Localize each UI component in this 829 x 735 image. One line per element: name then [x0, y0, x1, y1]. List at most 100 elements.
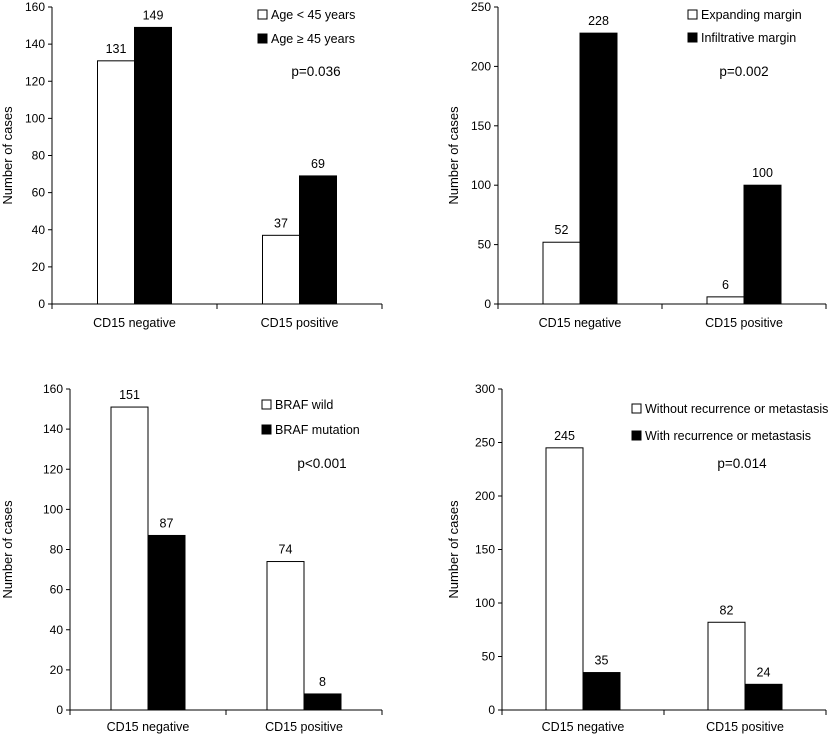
bar-white: [266, 561, 305, 711]
bar-black: [582, 672, 621, 711]
bar-value-label: 35: [595, 654, 609, 668]
p-value-annotation: p=0.014: [717, 456, 767, 471]
y-axis-title: Number of cases: [0, 106, 15, 205]
legend-label: BRAF mutation: [275, 423, 360, 437]
x-category-label: CD15 negative: [107, 720, 190, 734]
bar-black: [579, 32, 618, 305]
bar-value-label: 74: [279, 543, 293, 557]
bar-value-label: 245: [554, 429, 575, 443]
y-tick-label: 250: [475, 436, 495, 450]
y-tick-label: 20: [32, 260, 46, 274]
legend-swatch-white: [631, 403, 642, 414]
y-tick-label: 120: [43, 462, 63, 476]
legend-swatch-black: [631, 430, 642, 441]
bar-black: [303, 693, 342, 711]
bar-white: [545, 447, 584, 711]
bar-white: [262, 234, 300, 305]
y-tick-label: 40: [50, 623, 64, 637]
legend-label: Without recurrence or metastasis: [645, 402, 828, 416]
bar-black: [299, 175, 337, 305]
y-tick-label: 140: [43, 422, 63, 436]
y-tick-label: 200: [471, 59, 491, 73]
y-tick-label: 100: [43, 502, 63, 516]
x-category-label: CD15 negative: [542, 720, 625, 734]
legend-label: Infiltrative margin: [701, 31, 796, 45]
legend-swatch-white: [687, 9, 698, 20]
bar-black: [134, 26, 172, 305]
legend-label: With recurrence or metastasis: [645, 429, 811, 443]
legend-label: Expanding margin: [701, 8, 802, 22]
y-tick-label: 200: [475, 489, 495, 503]
y-axis-title: Number of cases: [0, 500, 15, 599]
bar-value-label: 52: [555, 223, 569, 237]
x-category-label: CD15 negative: [93, 316, 176, 330]
y-tick-label: 60: [50, 583, 64, 597]
chart-panel-4: 0 50 100 150 200 250 300 CD15 negative 245 35 CD15…: [446, 382, 828, 734]
bar-value-label: 149: [143, 8, 164, 22]
y-tick-label: 0: [488, 703, 495, 717]
bar-black: [743, 184, 782, 305]
y-tick-label: 40: [32, 223, 46, 237]
y-axis-title: Number of cases: [446, 106, 461, 205]
y-tick-label: 160: [43, 382, 63, 396]
p-value-annotation: p<0.001: [297, 456, 346, 471]
p-value-annotation: p=0.002: [719, 64, 768, 79]
p-value-annotation: p=0.036: [291, 64, 340, 79]
y-tick-label: 60: [32, 186, 46, 200]
y-tick-label: 50: [482, 650, 496, 664]
x-category-label: CD15 positive: [261, 316, 339, 330]
bar-value-label: 24: [757, 665, 771, 679]
bar-value-label: 151: [119, 388, 140, 402]
legend-swatch-white: [261, 399, 272, 410]
x-category-label: CD15 positive: [706, 720, 784, 734]
y-tick-label: 150: [471, 119, 491, 133]
bar-value-label: 131: [106, 42, 127, 56]
x-category-label: CD15 positive: [705, 316, 783, 330]
y-tick-label: 0: [484, 297, 491, 311]
bar-value-label: 100: [752, 166, 773, 180]
y-tick-label: 100: [471, 178, 491, 192]
legend-swatch-black: [257, 33, 268, 44]
bar-white: [542, 241, 581, 305]
y-tick-label: 140: [25, 37, 45, 51]
y-tick-label: 0: [56, 703, 63, 717]
y-tick-label: 0: [38, 297, 45, 311]
legend-label: Age < 45 years: [271, 8, 355, 22]
bar-value-label: 8: [319, 675, 326, 689]
bar-white: [707, 621, 746, 711]
legend-swatch-white: [257, 9, 268, 20]
bar-value-label: 69: [311, 157, 325, 171]
y-tick-label: 80: [32, 149, 46, 163]
x-category-label: CD15 negative: [539, 316, 622, 330]
legend-label: Age ≥ 45 years: [271, 32, 355, 46]
chart-panel-1: 0 20 40 60 80 100 120 140 160 CD15 negative 131 149…: [0, 0, 383, 330]
bar-value-label: 87: [160, 516, 174, 530]
y-tick-label: 160: [25, 0, 45, 14]
y-axis-title: Number of cases: [446, 500, 461, 599]
y-tick-label: 250: [471, 0, 491, 14]
chart-panel-3: 0 20 40 60 80 100 120 140 160 CD15 negative 151 87 C…: [0, 382, 383, 734]
x-category-label: CD15 positive: [265, 720, 343, 734]
bar-value-label: 37: [274, 216, 288, 230]
bar-white: [97, 60, 135, 305]
bar-white: [110, 406, 149, 711]
y-tick-label: 20: [50, 663, 64, 677]
chart-panel-2: 0 50 100 150 200 250 CD15 negative 52 228 CD15 po…: [446, 0, 827, 330]
bar-black: [744, 683, 783, 711]
y-tick-label: 80: [50, 543, 64, 557]
legend-swatch-black: [261, 424, 272, 435]
y-tick-label: 100: [25, 111, 45, 125]
legend-label: BRAF wild: [275, 398, 333, 412]
y-tick-label: 100: [475, 596, 495, 610]
bar-black: [147, 534, 186, 711]
y-tick-label: 50: [478, 238, 492, 252]
y-tick-label: 120: [25, 74, 45, 88]
bar-white: [706, 296, 745, 305]
bar-value-label: 228: [588, 14, 609, 28]
legend-swatch-black: [687, 32, 698, 43]
y-tick-label: 150: [475, 543, 495, 557]
y-tick-label: 300: [475, 382, 495, 396]
bar-value-label: 82: [720, 603, 734, 617]
bar-value-label: 6: [722, 278, 729, 292]
